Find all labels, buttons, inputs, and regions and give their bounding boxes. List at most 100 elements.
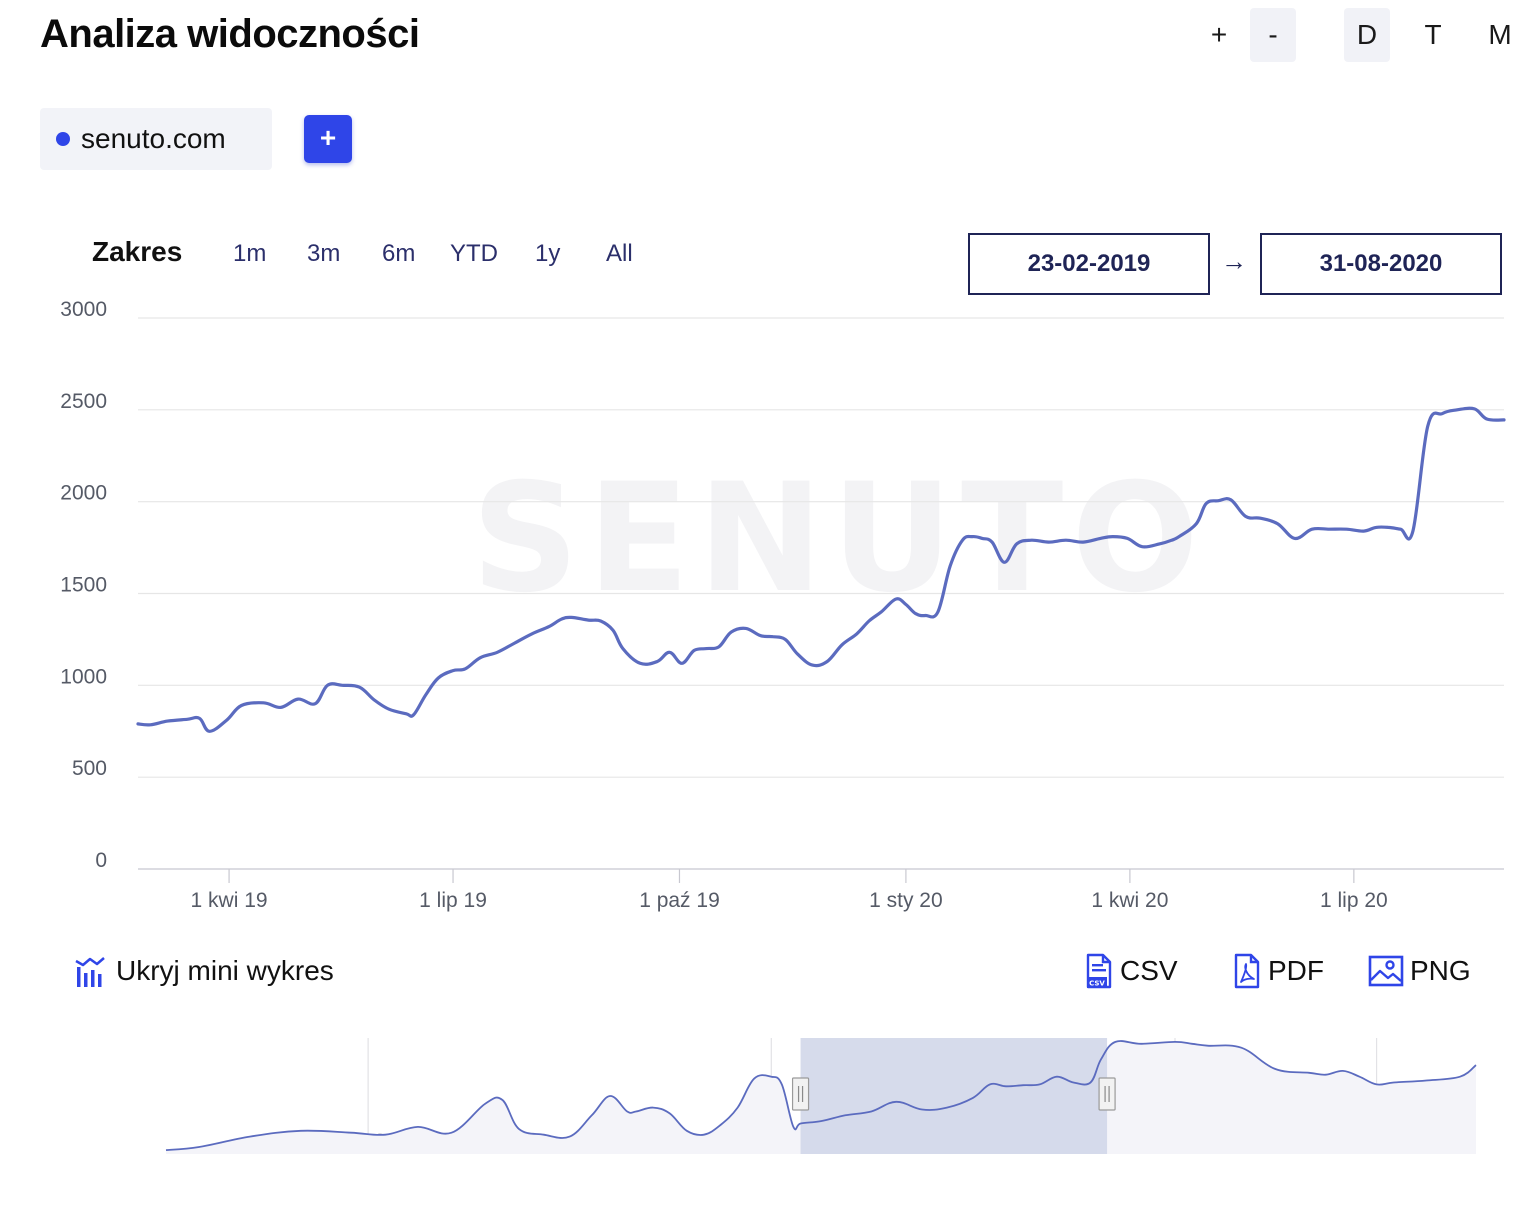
data-point[interactable] — [582, 614, 594, 626]
data-point[interactable] — [322, 679, 334, 691]
data-point[interactable] — [1225, 494, 1237, 506]
export-png-button[interactable]: PNG — [1368, 953, 1471, 989]
data-point[interactable] — [986, 536, 998, 548]
data-point[interactable] — [607, 624, 619, 636]
data-point[interactable] — [1323, 523, 1335, 535]
data-point[interactable] — [617, 643, 629, 655]
zoom-out-button[interactable]: - — [1250, 8, 1296, 62]
data-point[interactable] — [920, 610, 932, 622]
data-point[interactable] — [1451, 404, 1463, 416]
data-point[interactable] — [474, 652, 486, 664]
data-point[interactable] — [144, 719, 156, 731]
data-point[interactable] — [1407, 525, 1419, 537]
data-point[interactable] — [203, 725, 215, 737]
data-point[interactable] — [595, 615, 607, 627]
range-6m-button[interactable]: 6m — [382, 240, 416, 267]
data-point[interactable] — [1077, 536, 1089, 548]
data-point[interactable] — [132, 718, 144, 730]
data-point[interactable] — [459, 663, 471, 675]
series-line-0[interactable] — [136, 406, 1506, 733]
navigator-selection-window[interactable] — [800, 1038, 1108, 1154]
zoom-in-button[interactable]: + — [1210, 19, 1228, 50]
data-point[interactable] — [1254, 512, 1266, 524]
data-point[interactable] — [1370, 521, 1382, 533]
data-point[interactable] — [688, 644, 700, 656]
data-point[interactable] — [509, 637, 521, 649]
data-point[interactable] — [676, 657, 688, 669]
data-point[interactable] — [944, 560, 956, 572]
data-point[interactable] — [383, 703, 395, 715]
data-point[interactable] — [932, 606, 944, 618]
data-point[interactable] — [368, 694, 380, 706]
data-point[interactable] — [1011, 538, 1023, 550]
data-point[interactable] — [1060, 534, 1072, 546]
data-point[interactable] — [701, 643, 713, 655]
data-point[interactable] — [258, 697, 270, 709]
export-pdf-button[interactable]: PDF — [1232, 953, 1324, 989]
visibility-line-chart[interactable]: SENUTO 0 500 1000 1500 2000 2500 3000 1 kwi 19 1 … — [0, 290, 1534, 920]
data-point[interactable] — [806, 659, 818, 671]
data-point[interactable] — [336, 679, 348, 691]
range-1m-button[interactable]: 1m — [233, 240, 267, 267]
data-point[interactable] — [1107, 531, 1119, 543]
data-point[interactable] — [651, 656, 663, 668]
toggle-mini-chart-button[interactable]: Ukryj mini wykres — [74, 953, 334, 989]
range-ytd-button[interactable]: YTD — [450, 240, 498, 267]
data-point[interactable] — [292, 693, 304, 705]
data-point[interactable] — [792, 648, 804, 660]
data-point[interactable] — [1498, 414, 1510, 426]
data-point[interactable] — [1240, 510, 1252, 522]
data-point[interactable] — [1272, 518, 1284, 530]
navigator-left-handle[interactable] — [791, 1077, 810, 1111]
data-point[interactable] — [447, 665, 459, 677]
data-point[interactable] — [162, 715, 174, 727]
data-point[interactable] — [1306, 523, 1318, 535]
data-point[interactable] — [1173, 531, 1185, 543]
data-point[interactable] — [740, 622, 752, 634]
data-point[interactable] — [309, 698, 321, 710]
data-point[interactable] — [1200, 498, 1212, 510]
data-point[interactable] — [1469, 403, 1481, 415]
data-point[interactable] — [821, 656, 833, 668]
data-point[interactable] — [836, 639, 848, 651]
data-point[interactable] — [1213, 495, 1225, 507]
domain-chip[interactable]: senuto.com — [40, 108, 272, 170]
data-point[interactable] — [779, 633, 791, 645]
data-point[interactable] — [543, 621, 555, 633]
data-point[interactable] — [634, 657, 646, 669]
data-point[interactable] — [221, 714, 233, 726]
data-point[interactable] — [565, 611, 577, 623]
data-point[interactable] — [235, 700, 247, 712]
data-point[interactable] — [1289, 532, 1301, 544]
data-point[interactable] — [863, 615, 875, 627]
data-point[interactable] — [354, 681, 366, 693]
data-point[interactable] — [725, 626, 737, 638]
data-point[interactable] — [491, 646, 503, 658]
mini-navigator-chart[interactable]: 2016201920212022 — [0, 1030, 1534, 1170]
export-csv-button[interactable]: CSV CSV — [1084, 953, 1178, 989]
range-all-button[interactable]: All — [606, 240, 633, 267]
data-point[interactable] — [1043, 536, 1055, 548]
data-point[interactable] — [275, 701, 287, 713]
data-point[interactable] — [1341, 523, 1353, 535]
add-domain-button[interactable]: + — [304, 115, 352, 163]
data-point[interactable] — [1437, 408, 1449, 420]
data-point[interactable] — [900, 599, 912, 611]
data-point[interactable] — [408, 709, 420, 721]
data-point[interactable] — [526, 628, 538, 640]
data-point[interactable] — [1025, 534, 1037, 546]
data-point[interactable] — [181, 713, 193, 725]
data-point[interactable] — [1422, 420, 1434, 432]
data-point[interactable] — [713, 641, 725, 653]
date-from-input[interactable]: 23-02-2019 — [968, 233, 1210, 295]
granularity-monthly-button[interactable]: M — [1488, 19, 1512, 50]
data-point[interactable] — [432, 672, 444, 684]
data-point[interactable] — [1153, 538, 1165, 550]
data-point[interactable] — [1395, 523, 1407, 535]
data-point[interactable] — [664, 646, 676, 658]
data-point[interactable] — [420, 689, 432, 701]
granularity-daily-button[interactable]: D — [1344, 8, 1390, 62]
data-point[interactable] — [851, 628, 863, 640]
date-to-input[interactable]: 31-08-2020 — [1260, 233, 1502, 295]
range-1y-button[interactable]: 1y — [535, 240, 561, 267]
